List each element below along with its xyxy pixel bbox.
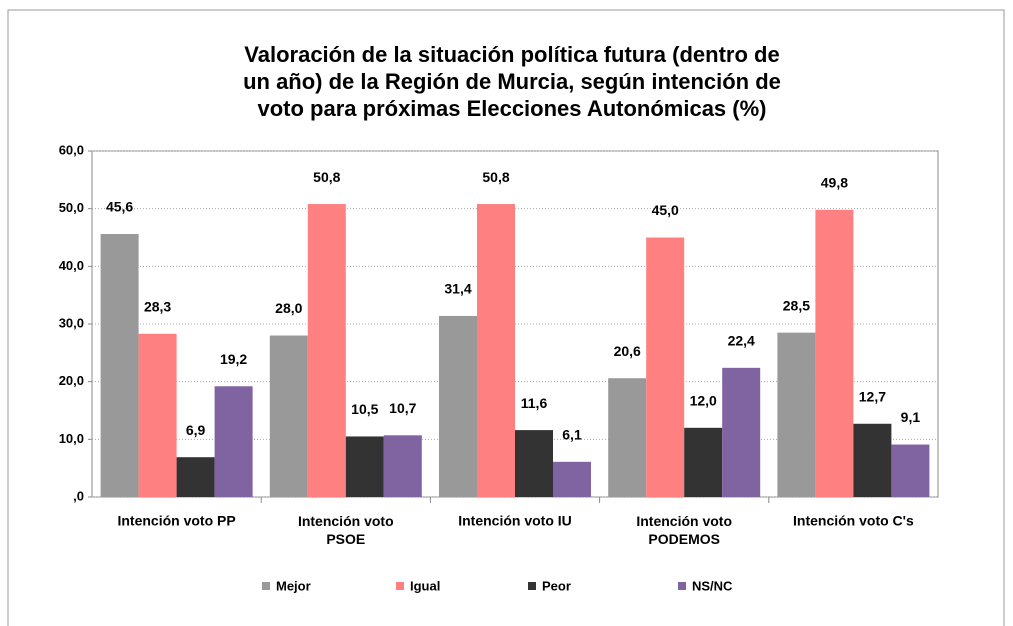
value-label: 11,6 [521, 395, 548, 411]
bar [608, 378, 647, 497]
y-tick-label: ,0 [73, 488, 84, 503]
value-label: 22,4 [728, 333, 755, 349]
bar [269, 335, 308, 497]
value-label: 10,5 [351, 401, 378, 417]
x-tick-label: Intención voto PSOE [298, 513, 394, 547]
value-label: 50,8 [313, 169, 340, 185]
y-tick-label: 50,0 [59, 200, 84, 215]
value-label: 9,1 [901, 409, 921, 425]
bar [853, 423, 892, 497]
value-label: 50,8 [482, 169, 509, 185]
legend-swatch [678, 582, 686, 590]
bar [515, 430, 553, 497]
chart-title: Valoración de la situación política futu… [243, 42, 781, 121]
bar [891, 444, 930, 497]
x-tick-label: Intención voto PP [117, 513, 235, 529]
value-label: 6,9 [186, 422, 206, 438]
bar [684, 427, 723, 497]
y-tick-label: 20,0 [59, 373, 84, 388]
bar [214, 386, 253, 497]
bar [439, 315, 477, 497]
value-label: 12,0 [690, 393, 717, 409]
value-label: 19,2 [220, 351, 247, 367]
bar [176, 457, 215, 497]
value-label: 45,0 [652, 202, 679, 218]
value-label: 10,7 [389, 400, 416, 416]
value-label: 31,4 [444, 281, 471, 297]
bar [815, 209, 854, 497]
value-label: 12,7 [859, 388, 886, 404]
value-label: 45,6 [106, 199, 133, 215]
bar [722, 367, 761, 497]
value-label: 6,1 [562, 427, 582, 443]
bar [553, 461, 591, 497]
legend-swatch [396, 582, 404, 590]
value-label: 28,5 [783, 297, 810, 313]
y-tick-label: 30,0 [59, 315, 84, 330]
bar [477, 204, 515, 497]
bar [100, 234, 139, 498]
bar [383, 435, 422, 497]
value-label: 28,3 [144, 299, 171, 315]
bar [345, 436, 384, 497]
bar [777, 332, 816, 497]
bar [646, 237, 685, 497]
bar [138, 333, 177, 497]
legend-label: Mejor [276, 578, 311, 593]
bar [307, 204, 346, 497]
legend-swatch [528, 582, 536, 590]
value-label: 28,0 [275, 300, 302, 316]
value-label: 20,6 [614, 343, 641, 359]
legend-label: NS/NC [692, 578, 733, 593]
value-label: 49,8 [821, 175, 848, 191]
y-tick-label: 40,0 [59, 258, 84, 273]
y-tick-label: 60,0 [59, 142, 84, 157]
x-tick-label: Intención voto PODEMOS [636, 513, 732, 547]
legend-label: Igual [410, 578, 440, 593]
x-tick-label: Intención voto C's [793, 513, 914, 529]
legend-swatch [262, 582, 270, 590]
legend-label: Peor [542, 578, 571, 593]
y-tick-label: 10,0 [59, 431, 84, 446]
x-tick-label: Intención voto IU [458, 513, 572, 529]
